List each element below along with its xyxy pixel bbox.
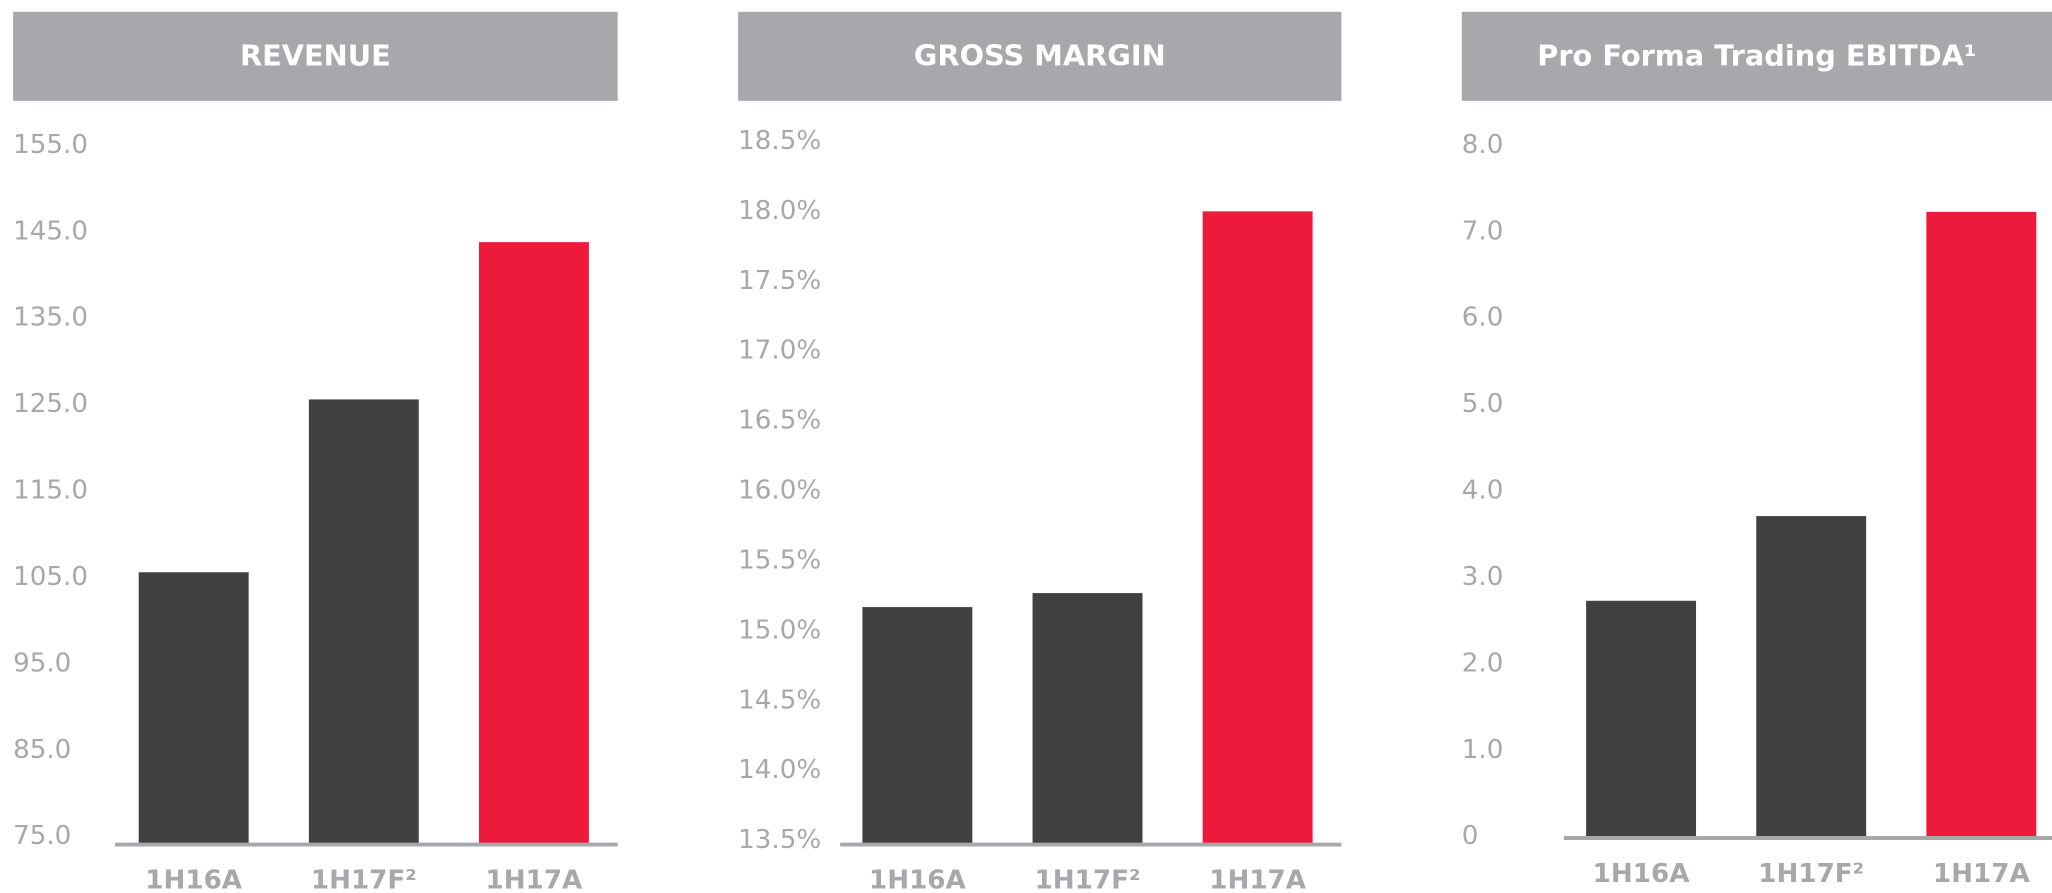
y-tick-label: 18.0% [738,196,821,226]
y-tick-label: 1.0 [1462,735,1504,765]
y-tick-label: 14.0% [738,755,821,785]
y-tick-label: 145.0 [13,216,88,246]
y-tick-label: 2.0 [1462,648,1504,678]
y-tick-label: 85.0 [13,735,71,765]
bar [478,242,589,845]
y-tick-label: 17.0% [738,336,821,366]
y-tick-label: 16.5% [738,406,821,436]
x-tick-label: 1H17F² [1035,866,1141,893]
y-tick-label: 135.0 [13,303,88,333]
y-tick-label: 7.0 [1462,216,1504,246]
y-tick-label: 4.0 [1462,476,1504,506]
panel-title: Pro Forma Trading EBITDA¹ [1537,39,1976,73]
y-tick-label: 125.0 [13,389,88,419]
bar [138,572,249,845]
bar [862,607,973,845]
x-tick-label: 1H17A [1209,866,1307,893]
panel-title: REVENUE [240,39,391,73]
x-tick-label: 1H17A [486,866,584,893]
y-tick-label: 3.0 [1462,562,1504,592]
y-tick-label: 0 [1462,821,1479,851]
x-tick-label: 1H16A [869,866,967,893]
panel-title: GROSS MARGIN [914,39,1166,73]
y-tick-label: 13.5% [738,825,821,855]
y-tick-label: 18.5% [738,126,821,156]
y-tick-label: 105.0 [13,562,88,592]
y-tick-label: 15.0% [738,615,821,645]
x-tick-label: 1H17F² [311,866,417,893]
y-tick-label: 155.0 [13,130,88,160]
bar [1586,600,1697,839]
y-tick-label: 15.5% [738,545,821,575]
y-tick-label: 16.0% [738,476,821,506]
y-tick-label: 75.0 [13,821,71,851]
y-tick-label: 115.0 [13,476,88,506]
y-tick-label: 5.0 [1462,389,1504,419]
bar [1202,211,1313,845]
y-tick-label: 14.5% [738,685,821,715]
x-tick-label: 1H16A [1593,859,1691,889]
bar [1756,516,1867,839]
y-tick-label: 6.0 [1462,303,1504,333]
panel-header [1461,11,2052,101]
y-tick-label: 95.0 [13,648,71,678]
y-tick-label: 8.0 [1462,130,1504,160]
x-tick-label: 1H17A [1933,859,2031,889]
panel-header [13,11,618,101]
y-tick-label: 17.5% [738,266,821,296]
bar [1926,211,2037,839]
bar [308,399,419,845]
panel-header [738,11,1342,101]
x-tick-label: 1H16A [145,866,243,893]
bar [1032,593,1143,845]
x-tick-label: 1H17F² [1758,859,1864,889]
